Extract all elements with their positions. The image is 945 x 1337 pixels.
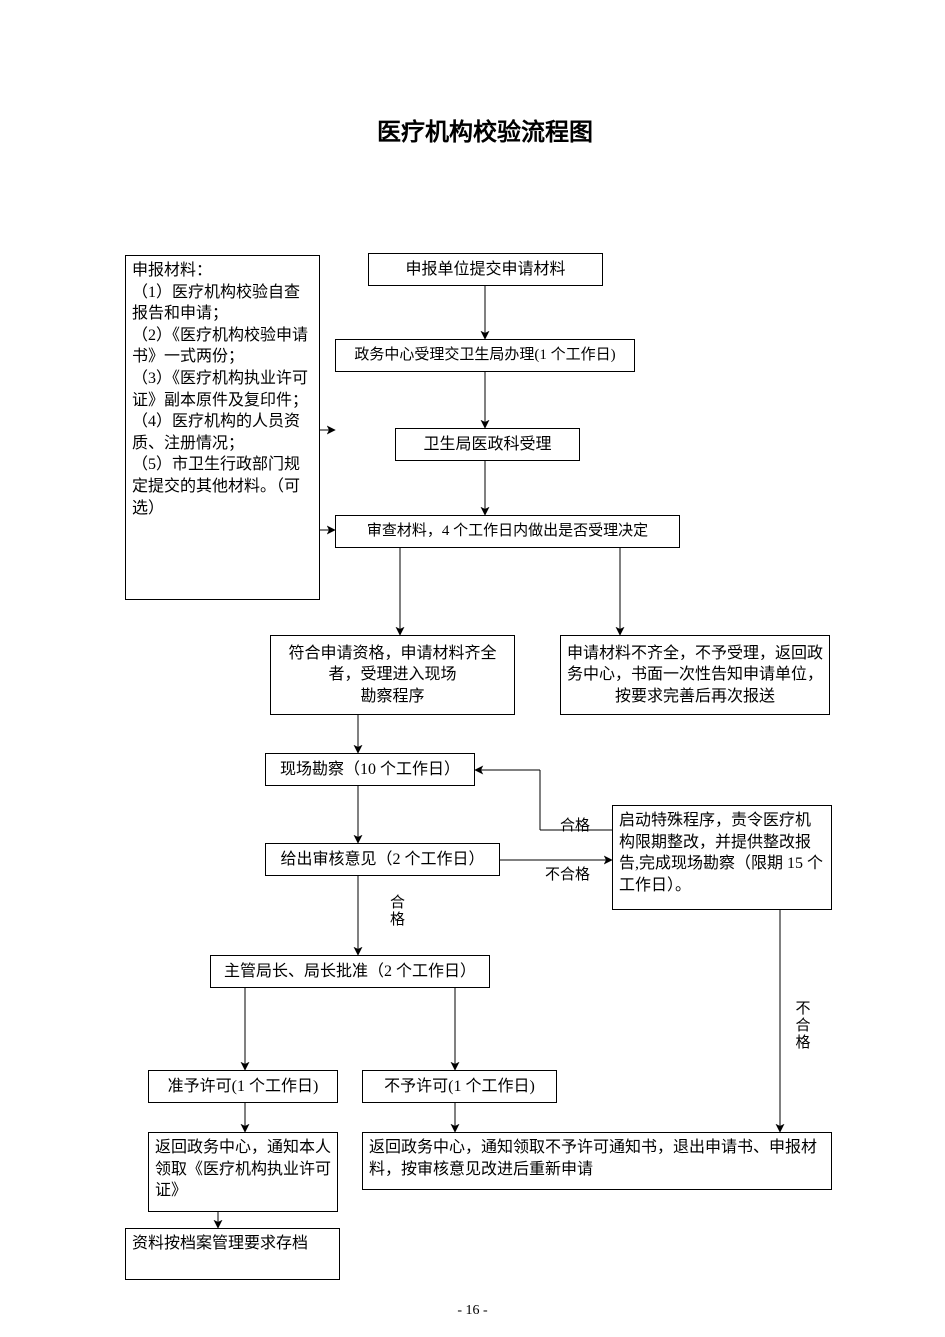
label-fail-vert: 不合格 [793,1000,810,1051]
node-archive: 资料按档案管理要求存档 [125,1228,340,1280]
node-review-opinion: 给出审核意见（2 个工作日） [265,843,500,876]
node-permit-granted: 准予许可(1 个工作日) [148,1070,338,1103]
node-materials: 申报材料：（1）医疗机构校验自查报告和申请；（2）《医疗机构校验申请书》一式两份… [125,255,320,600]
node-review-materials: 审查材料，4 个工作日内做出是否受理决定 [335,515,680,548]
node-materials-incomplete: 申请材料不齐全，不予受理，返回政务中心，书面一次性告知申请单位，按要求完善后再次… [560,635,830,715]
page-stage: { "meta":{ "page_width":945, "page_heigh… [0,0,945,1337]
page-number: - 16 - [0,1303,945,1319]
label-pass-vert: 合格 [390,895,405,928]
label-pass-top: 合格 [560,818,590,835]
node-site-inspection: 现场勘察（10 个工作日） [265,753,475,786]
label-fail-horiz: 不合格 [545,867,590,884]
node-permit-denied: 不予许可(1 个工作日) [362,1070,557,1103]
document-title: 医疗机构校验流程图 [345,112,625,147]
node-return-deny: 返回政务中心，通知领取不予许可通知书，退出申请书、申报材料，按审核意见改进后重新… [362,1132,832,1190]
node-director-approve: 主管局长、局长批准（2 个工作日） [210,955,490,988]
node-health-bureau-accept: 卫生局医政科受理 [395,428,580,461]
node-return-grant: 返回政务中心，通知本人领取《医疗机构执业许可证》 [148,1132,338,1212]
node-submit-materials: 申报单位提交申请材料 [368,253,603,286]
node-gov-center-accept: 政务中心受理交卫生局办理(1 个工作日) [335,339,635,372]
node-materials-complete: 符合申请资格，申请材料齐全者，受理进入现场勘察程序 [270,635,515,715]
node-special-procedure: 启动特殊程序，责令医疗机构限期整改，并提供整改报告,完成现场勘察（限期 15 个… [612,805,832,910]
